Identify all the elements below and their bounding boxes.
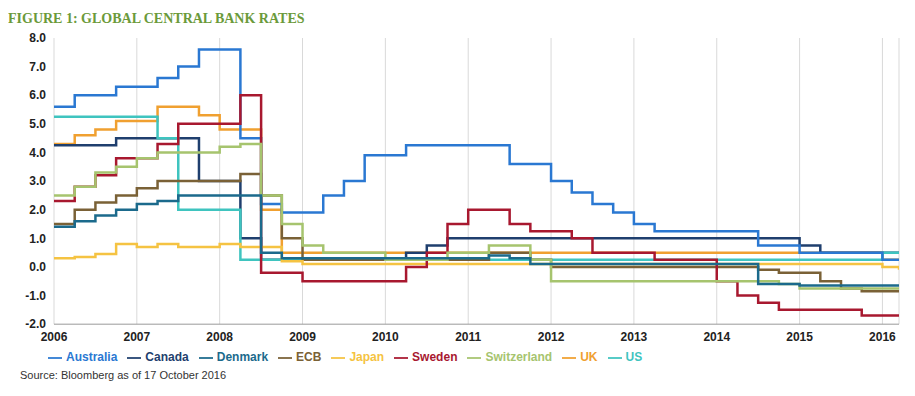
svg-text:2013: 2013 <box>621 330 648 344</box>
svg-text:2.0: 2.0 <box>29 203 46 217</box>
svg-text:1.0: 1.0 <box>29 232 46 246</box>
html-text:Australia: Australia <box>66 350 118 365</box>
svg-text:8.0: 8.0 <box>29 31 46 45</box>
svg-text:2014: 2014 <box>703 330 730 344</box>
svg-text:2010: 2010 <box>372 330 399 344</box>
svg-text:2009: 2009 <box>289 330 316 344</box>
html-text:Denmark: Denmark <box>216 350 269 365</box>
html-text:UK: UK <box>580 350 598 365</box>
html-text:Source: Bloomberg as of 17 Oct: Source: Bloomberg as of 17 October 2016 <box>20 369 227 381</box>
html-text:Japan: Japan <box>349 350 385 365</box>
svg-text:2007: 2007 <box>123 330 150 344</box>
html-text:Canada: Canada <box>145 350 189 365</box>
svg-text:2012: 2012 <box>538 330 565 344</box>
svg-text:-2.0: -2.0 <box>25 317 46 331</box>
svg-text:2008: 2008 <box>206 330 233 344</box>
svg-text:3.0: 3.0 <box>29 174 46 188</box>
svg-text:-1.0: -1.0 <box>25 289 46 303</box>
html-text:ECB: ECB <box>296 350 322 365</box>
svg-text:6.0: 6.0 <box>29 88 46 102</box>
svg-text:2006: 2006 <box>41 330 68 344</box>
svg-text:2015: 2015 <box>786 330 813 344</box>
svg-text:0.0: 0.0 <box>29 260 46 274</box>
svg-text:7.0: 7.0 <box>29 60 46 74</box>
svg-text:5.0: 5.0 <box>29 117 46 131</box>
svg-text:2016: 2016 <box>869 330 896 344</box>
svg-text:2011: 2011 <box>455 330 481 344</box>
html-text:Switzerland: Switzerland <box>485 350 553 365</box>
html-text:FIGURE 1: GLOBAL CENTRAL BANK: FIGURE 1: GLOBAL CENTRAL BANK RATES <box>8 11 305 26</box>
html-text:Sweden: Sweden <box>412 350 458 365</box>
html-text:US: US <box>625 350 643 365</box>
svg-text:4.0: 4.0 <box>29 146 46 160</box>
